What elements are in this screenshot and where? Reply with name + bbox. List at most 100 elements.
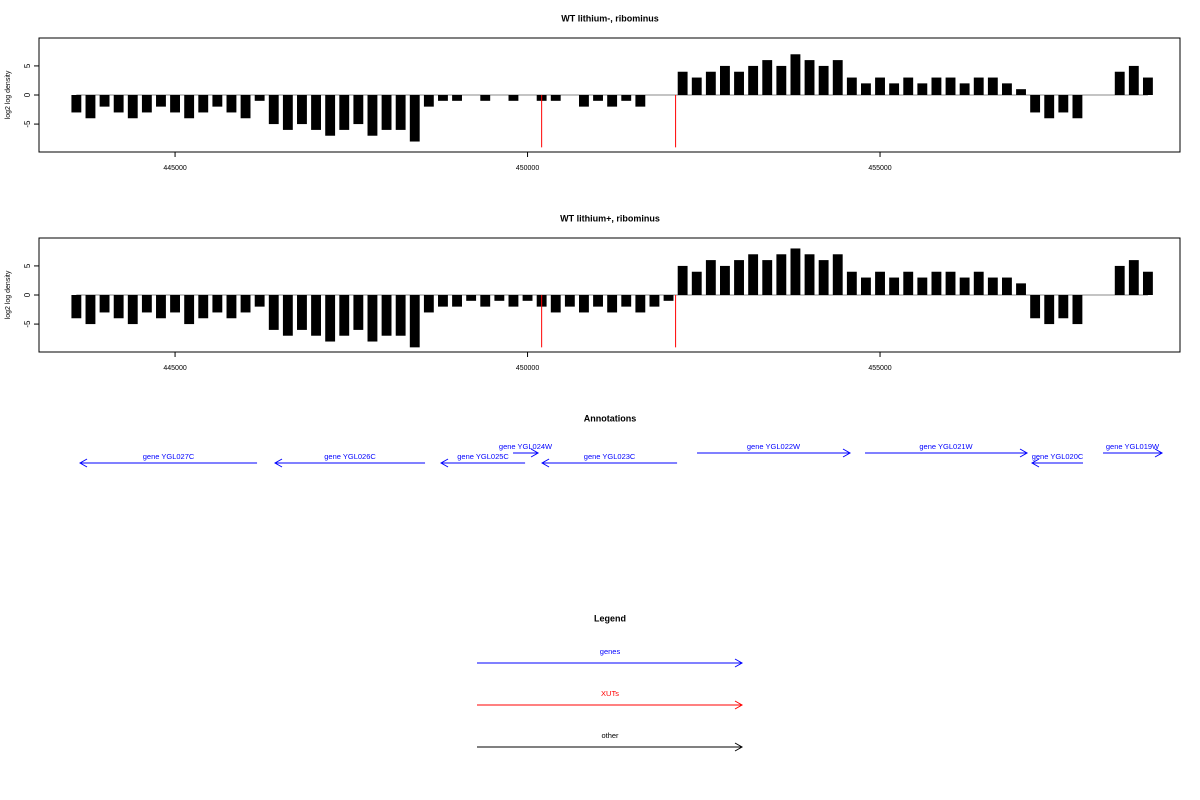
density-bar <box>677 265 688 295</box>
density-bar <box>141 95 152 113</box>
gene-arrow <box>697 448 852 458</box>
density-bar <box>71 295 82 319</box>
density-bar <box>254 95 265 101</box>
density-bar <box>240 95 251 119</box>
density-bar <box>691 77 702 95</box>
density-bar <box>818 65 829 95</box>
density-bar <box>198 95 209 113</box>
density-bar <box>593 95 603 101</box>
gene-label: gene YGL024W <box>499 442 553 451</box>
gene-label: gene YGL023C <box>584 452 636 461</box>
density-bar <box>550 95 561 101</box>
density-bar <box>579 95 589 107</box>
density-bar <box>987 277 998 295</box>
density-bar <box>903 77 914 95</box>
y-tick-label: 0 <box>23 292 32 297</box>
density-bar <box>99 295 110 313</box>
density-bar <box>268 95 279 125</box>
density-bar <box>423 295 434 313</box>
density-bar <box>762 60 773 95</box>
density-bar <box>734 260 744 295</box>
density-bar <box>254 295 265 307</box>
density-bar <box>889 83 900 95</box>
density-bar <box>339 95 350 130</box>
annotations-title: Annotations <box>584 413 637 423</box>
y-tick-label: 5 <box>23 63 32 68</box>
density-bar <box>1114 265 1125 295</box>
density-bar <box>170 295 180 313</box>
density-bar <box>297 295 307 330</box>
legend-arrow <box>477 742 744 752</box>
density-bar <box>85 295 96 325</box>
density-bar <box>860 83 871 95</box>
chart-title: WT lithium-, ribominus <box>561 13 659 23</box>
legend-label: genes <box>600 647 621 656</box>
density-bar <box>691 271 702 295</box>
legend-label: other <box>601 731 619 740</box>
density-bar <box>945 271 956 295</box>
density-bar <box>607 295 618 313</box>
density-bar <box>649 295 660 307</box>
y-axis-label: log2 log density <box>5 70 12 119</box>
density-bar <box>325 295 336 342</box>
density-bar <box>635 95 646 107</box>
density-bar <box>621 295 632 307</box>
density-bar <box>762 260 773 295</box>
density-bar <box>875 271 885 295</box>
gene-arrow <box>440 458 526 468</box>
density-bar <box>705 260 716 295</box>
density-bar <box>931 77 942 95</box>
density-bar <box>508 95 519 101</box>
y-tick-label: -5 <box>23 320 32 328</box>
density-bar <box>720 265 730 295</box>
density-bar <box>804 60 815 95</box>
density-bar <box>973 271 984 295</box>
legend-arrow <box>477 658 744 668</box>
density-bar <box>1142 271 1153 295</box>
arrow-head <box>734 700 744 710</box>
density-bar <box>508 295 519 307</box>
arrow-head <box>842 448 852 458</box>
density-bar <box>889 277 900 295</box>
density-bar <box>550 295 561 313</box>
density-bar <box>480 95 491 101</box>
density-bar <box>1128 65 1139 95</box>
arrow-head <box>734 742 744 752</box>
density-bar <box>311 295 321 336</box>
gene-arrow <box>274 458 426 468</box>
density-bar <box>494 295 505 301</box>
density-bar <box>156 95 166 107</box>
density-bar <box>184 95 195 119</box>
arrow-head <box>734 658 744 668</box>
y-tick-label: 0 <box>23 92 32 97</box>
x-tick-label: 445000 <box>163 165 186 172</box>
density-bar <box>381 95 392 130</box>
density-bar <box>1142 77 1153 95</box>
density-bar <box>240 295 251 313</box>
density-bar <box>156 295 166 319</box>
density-bar <box>409 95 420 142</box>
density-bar <box>1030 295 1041 319</box>
x-tick-label: 445000 <box>163 365 186 372</box>
density-bar <box>959 83 970 95</box>
gene-arrow <box>513 448 540 458</box>
density-bar <box>818 260 829 295</box>
x-tick-label: 450000 <box>516 165 539 172</box>
density-bar <box>85 95 96 119</box>
density-bar <box>846 77 857 95</box>
y-tick-label: 5 <box>23 263 32 268</box>
density-bar <box>127 95 138 119</box>
density-bar <box>226 95 237 113</box>
density-bar <box>127 295 138 325</box>
density-bar <box>860 277 871 295</box>
density-bar <box>99 95 110 107</box>
density-bar <box>959 277 970 295</box>
density-bar <box>1072 295 1083 325</box>
density-bar <box>945 77 956 95</box>
gene-label: gene YGL025C <box>457 452 509 461</box>
density-bar <box>734 71 744 95</box>
density-bar <box>381 295 392 336</box>
density-bar <box>297 95 307 125</box>
density-bar <box>1016 283 1026 295</box>
density-bar <box>987 77 998 95</box>
